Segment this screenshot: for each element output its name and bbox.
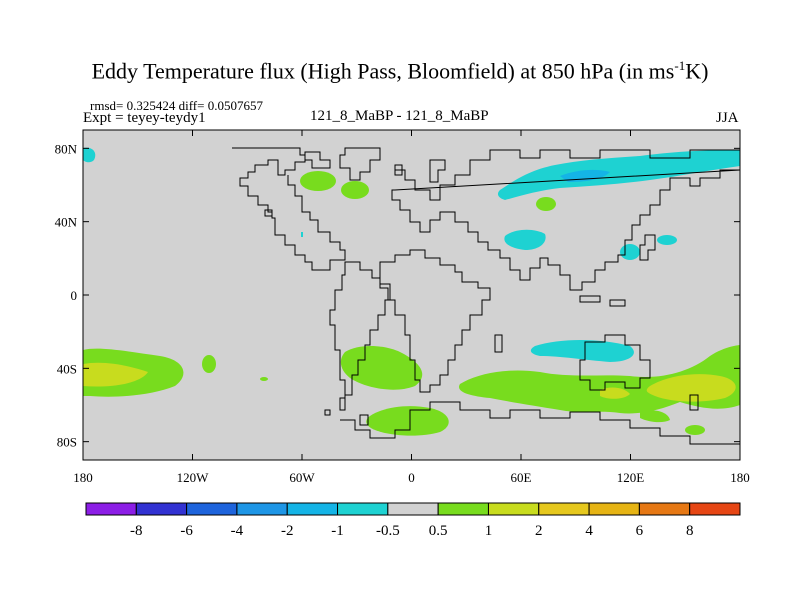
lat-tick-label: 80N bbox=[55, 141, 78, 156]
colorbar-swatch bbox=[387, 502, 439, 516]
coastline-antarctica bbox=[340, 401, 740, 445]
contour-fill-asia-neg bbox=[504, 229, 546, 250]
coastline-indonesia bbox=[579, 295, 626, 307]
colorbar-label: -1 bbox=[331, 523, 344, 539]
coastline-scandinavia bbox=[429, 159, 446, 183]
contour-fill-north-atlantic bbox=[341, 181, 369, 199]
coastline-japan bbox=[639, 234, 656, 261]
latitude-axis: 80N 40N 0 40S 80S bbox=[55, 141, 740, 450]
contour-fill-arctic-neg bbox=[497, 150, 740, 200]
contour-fill-small-west bbox=[202, 355, 216, 373]
colorbar-swatch bbox=[689, 502, 741, 516]
coastline-south-america bbox=[329, 261, 391, 411]
lat-tick-label: 40S bbox=[57, 361, 77, 376]
contour-fill-spot-neg bbox=[301, 232, 303, 237]
longitude-axis: 180 120W 60W 0 60E 120E 180 bbox=[73, 130, 750, 485]
contour-fill-south-atlantic bbox=[340, 345, 423, 390]
colorbar-swatch bbox=[85, 502, 137, 516]
lon-tick-label: 60E bbox=[511, 470, 532, 485]
contour-fill-tasman bbox=[640, 410, 670, 423]
colorbar-swatch bbox=[638, 502, 691, 516]
colorbar-label: -2 bbox=[281, 523, 294, 539]
contour-fills bbox=[83, 147, 740, 436]
experiment-label: Expt = teyey-teydy1 bbox=[83, 110, 206, 126]
contour-fill-south-far bbox=[366, 406, 449, 436]
title-superscript: -1 bbox=[674, 58, 686, 73]
colorbar-swatch bbox=[186, 502, 238, 516]
colorbar-swatch bbox=[538, 502, 590, 516]
stats-label: rmsd= 0.325424 diff= 0.0507657 bbox=[90, 98, 263, 113]
colorbar-swatch bbox=[135, 502, 188, 516]
lon-tick-label: 120E bbox=[617, 470, 645, 485]
colorbar-label: 1 bbox=[485, 523, 493, 539]
colorbar-swatch bbox=[236, 502, 288, 516]
contour-fill-alaska-neg bbox=[83, 147, 96, 163]
lon-tick-label: 0 bbox=[408, 470, 415, 485]
contour-fill-southern-tip bbox=[685, 425, 705, 435]
coastline-small-island bbox=[264, 209, 273, 217]
colorbar-label: 6 bbox=[636, 523, 644, 539]
coastline-africa bbox=[379, 249, 491, 393]
contour-fill-south-core2 bbox=[600, 387, 630, 399]
coastline-greenland bbox=[339, 147, 381, 181]
season-label: JJA bbox=[716, 110, 739, 126]
contour-fill-north-america bbox=[300, 171, 336, 191]
lat-tick-label: 40N bbox=[55, 215, 78, 230]
colorbar-label: 8 bbox=[686, 523, 694, 539]
coastline-uk bbox=[394, 164, 403, 176]
lon-tick-label: 60W bbox=[289, 470, 315, 485]
title-end: K) bbox=[685, 58, 709, 84]
coastline-eurasia bbox=[391, 149, 740, 291]
colorbar-label: 4 bbox=[585, 523, 593, 539]
coastline-australia bbox=[579, 334, 651, 391]
contour-fill-pacific-neg bbox=[657, 235, 677, 245]
lon-tick-label: 120W bbox=[177, 470, 210, 485]
contour-fill-arctic-neg-core bbox=[560, 169, 610, 182]
lat-tick-label: 0 bbox=[71, 288, 78, 303]
contour-fill-south-west-core bbox=[83, 362, 148, 387]
colorbar-label: -6 bbox=[180, 523, 193, 539]
contour-fill-europe bbox=[536, 197, 556, 211]
contour-fill-south-neg bbox=[530, 340, 634, 362]
colorbar-label: 0.5 bbox=[429, 523, 448, 539]
colorbar-swatch bbox=[588, 502, 640, 516]
colorbar-label: -0.5 bbox=[376, 523, 400, 539]
lon-tick-label: 180 bbox=[730, 470, 750, 485]
colorbar-swatch bbox=[437, 502, 489, 516]
lon-tick-label: 180 bbox=[73, 470, 93, 485]
colorbar-swatch bbox=[286, 502, 339, 516]
contour-fill-asia-neg2 bbox=[620, 244, 640, 260]
colorbar: -8 -6 -4 -2 -1 -0.5 0.5 1 2 4 6 8 bbox=[85, 502, 741, 539]
contour-fill-spot-south bbox=[260, 377, 268, 381]
coastlines bbox=[232, 147, 740, 445]
coastline-north-america bbox=[232, 147, 346, 271]
title-main: Eddy Temperature flux (High Pass, Bloomf… bbox=[91, 58, 675, 84]
colorbar-label: -4 bbox=[231, 523, 244, 539]
colorbar-label: 2 bbox=[535, 523, 543, 539]
plot-title: Eddy Temperature flux (High Pass, Bloomf… bbox=[0, 58, 800, 84]
coastline-canada-islands bbox=[304, 151, 331, 169]
colorbar-label: -8 bbox=[130, 523, 143, 539]
comparison-label: 121_8_MaBP - 121_8_MaBP bbox=[310, 108, 489, 124]
colorbar-swatch bbox=[337, 502, 389, 516]
coastline-small-south bbox=[324, 409, 331, 416]
lat-tick-label: 80S bbox=[57, 435, 77, 450]
coastline-antarctic-peninsula bbox=[359, 414, 369, 426]
coastline-new-zealand bbox=[689, 394, 699, 411]
contour-fill-south-indian-core bbox=[646, 374, 736, 402]
colorbar-swatch bbox=[487, 502, 540, 516]
coastline-madagascar bbox=[494, 334, 503, 353]
